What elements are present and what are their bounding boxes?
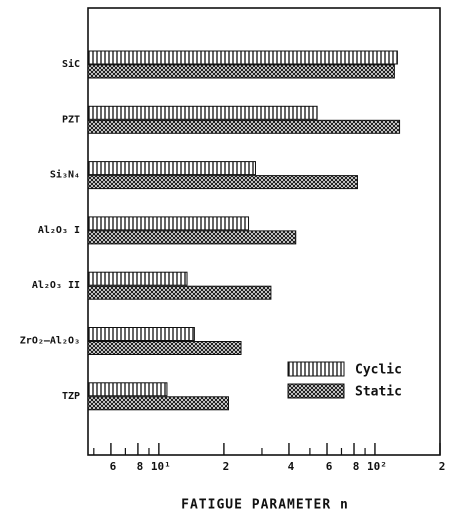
bar [87,285,272,300]
x-tick-label: 10¹ [151,460,171,473]
bar [87,175,358,190]
bar [87,341,242,355]
bar [87,119,401,134]
bar [87,161,256,176]
y-tick-label: PZT [62,114,80,125]
x-tick-label: 8 [137,460,144,473]
x-axis-label: FATIGUE PARAMETER n [181,498,349,513]
bar [87,382,168,397]
y-tick-label: Al₂O₃ I [38,225,80,236]
y-tick-label: TZP [62,391,80,402]
bar [87,216,250,231]
x-tick-label: 2 [439,460,446,473]
y-tick-label: Si₃N₄ [50,169,80,181]
y-tick-label: SiC [62,58,80,70]
bar [87,64,395,79]
x-tick-label: 4 [288,460,295,473]
y-tick-label: ZrO₂–Al₂O₃ [20,336,80,347]
y-tick-label: Al₂O₃ II [32,280,80,291]
bar [87,230,297,245]
legend-label: Static [355,385,402,400]
x-tick-label: 6 [326,460,333,473]
x-tick-label: 10² [367,460,387,473]
x-tick-label: 6 [110,460,117,473]
x-tick-label: 2 [223,460,230,473]
bar [87,396,229,411]
bar [87,50,398,65]
legend-swatch [287,383,345,399]
bar [87,327,195,341]
legend-swatch [287,361,345,377]
legend-label: Cyclic [355,363,402,378]
x-tick-label: 8 [353,460,360,473]
bar [87,105,318,120]
bar [87,271,188,286]
